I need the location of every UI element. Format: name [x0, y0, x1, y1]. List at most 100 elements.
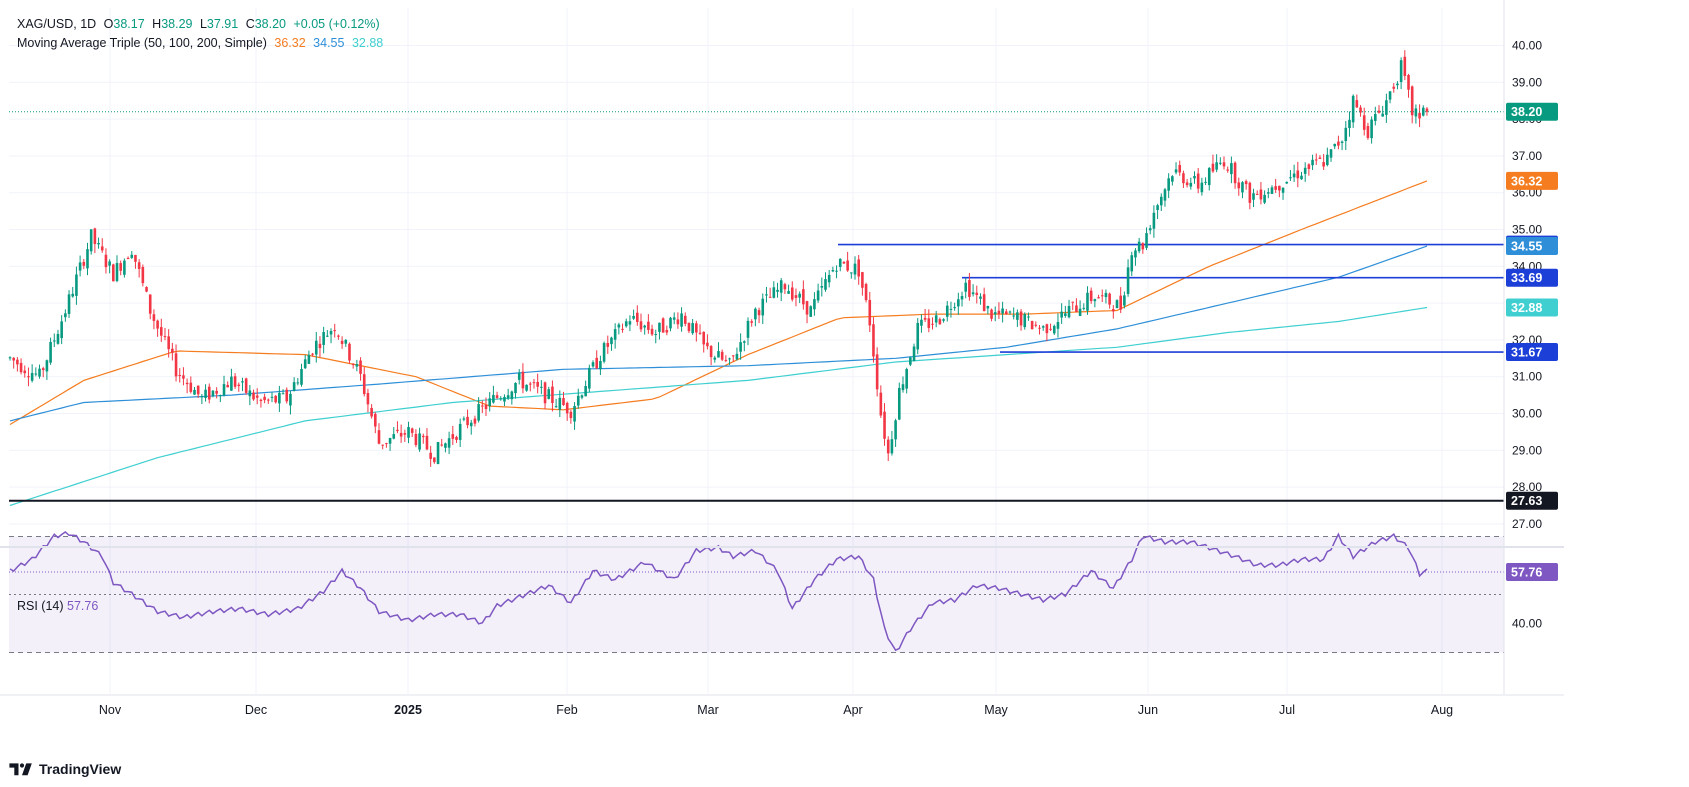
candle[interactable]	[392, 434, 396, 439]
candle[interactable]	[683, 315, 687, 324]
candle[interactable]	[27, 376, 30, 378]
candle[interactable]	[1115, 300, 1119, 309]
candle[interactable]	[469, 422, 473, 427]
candle[interactable]	[868, 300, 872, 326]
candle[interactable]	[134, 254, 137, 262]
candle[interactable]	[514, 382, 517, 394]
candle[interactable]	[481, 405, 484, 407]
candle[interactable]	[698, 332, 702, 334]
candle[interactable]	[779, 280, 783, 293]
candle[interactable]	[137, 262, 141, 269]
candle[interactable]	[536, 381, 539, 387]
candle[interactable]	[1130, 255, 1134, 272]
candle[interactable]	[1418, 112, 1421, 119]
candle[interactable]	[1100, 295, 1104, 297]
candle[interactable]	[444, 443, 447, 448]
candle[interactable]	[425, 435, 429, 450]
candle[interactable]	[576, 395, 580, 406]
candle[interactable]	[100, 246, 104, 251]
candle[interactable]	[421, 435, 425, 438]
candle[interactable]	[890, 439, 894, 454]
candle[interactable]	[1211, 163, 1215, 172]
candle[interactable]	[883, 411, 886, 439]
candle[interactable]	[934, 315, 938, 323]
candle[interactable]	[292, 382, 296, 391]
candle[interactable]	[12, 357, 15, 361]
candle[interactable]	[259, 399, 263, 402]
candle[interactable]	[115, 263, 119, 281]
candle[interactable]	[374, 413, 377, 427]
candle[interactable]	[757, 310, 761, 316]
candle[interactable]	[565, 402, 569, 414]
candle[interactable]	[1167, 178, 1170, 191]
candle[interactable]	[1049, 328, 1052, 330]
candle[interactable]	[1421, 107, 1425, 116]
candle[interactable]	[303, 359, 307, 369]
candle[interactable]	[1204, 181, 1207, 183]
candle[interactable]	[156, 320, 159, 329]
candle[interactable]	[152, 314, 156, 321]
candle[interactable]	[850, 272, 853, 274]
candle[interactable]	[909, 357, 912, 365]
candle[interactable]	[447, 438, 451, 448]
candle[interactable]	[23, 370, 27, 374]
candle[interactable]	[853, 263, 857, 275]
candle[interactable]	[1145, 233, 1148, 248]
candle[interactable]	[488, 398, 491, 406]
candle[interactable]	[724, 359, 728, 361]
candle[interactable]	[713, 357, 717, 360]
candle[interactable]	[916, 322, 920, 350]
candle[interactable]	[1112, 309, 1115, 312]
candle[interactable]	[1012, 315, 1015, 317]
candle[interactable]	[1348, 119, 1351, 129]
candle[interactable]	[643, 325, 646, 328]
candle[interactable]	[1344, 127, 1348, 142]
candle[interactable]	[805, 301, 809, 315]
candle[interactable]	[665, 329, 669, 333]
candle[interactable]	[237, 384, 241, 387]
candle[interactable]	[1219, 162, 1222, 164]
candle[interactable]	[1392, 86, 1396, 89]
candle[interactable]	[816, 290, 820, 301]
candle[interactable]	[244, 378, 248, 393]
candle[interactable]	[912, 346, 916, 361]
candle[interactable]	[1289, 177, 1292, 179]
candle[interactable]	[296, 382, 300, 384]
candle[interactable]	[1355, 100, 1359, 108]
candle[interactable]	[495, 395, 499, 398]
candle[interactable]	[230, 376, 233, 391]
candle[interactable]	[1248, 182, 1252, 203]
candle[interactable]	[772, 287, 776, 298]
candle[interactable]	[1215, 162, 1218, 170]
candle[interactable]	[1388, 91, 1392, 100]
candle[interactable]	[215, 390, 218, 394]
candle[interactable]	[591, 362, 595, 367]
candle[interactable]	[517, 372, 521, 380]
candle[interactable]	[499, 398, 503, 400]
candle[interactable]	[1108, 293, 1111, 305]
candle[interactable]	[200, 396, 204, 398]
candle[interactable]	[639, 321, 643, 330]
candle[interactable]	[964, 282, 968, 292]
candle[interactable]	[226, 384, 230, 388]
candle[interactable]	[551, 386, 554, 403]
candle[interactable]	[93, 228, 97, 244]
candle[interactable]	[1038, 327, 1041, 329]
candle[interactable]	[1414, 108, 1418, 117]
candle[interactable]	[30, 373, 34, 381]
candle[interactable]	[1322, 162, 1325, 167]
candle[interactable]	[359, 360, 362, 374]
candle[interactable]	[233, 376, 237, 387]
candle[interactable]	[510, 391, 514, 400]
candle[interactable]	[1311, 159, 1314, 166]
candle[interactable]	[1407, 75, 1410, 90]
candle[interactable]	[846, 260, 849, 271]
candle[interactable]	[768, 296, 772, 298]
candle[interactable]	[547, 389, 551, 399]
candle[interactable]	[1174, 169, 1178, 173]
candle[interactable]	[776, 289, 779, 292]
candle[interactable]	[433, 457, 436, 463]
candle[interactable]	[1374, 113, 1377, 121]
candle[interactable]	[1359, 107, 1362, 113]
candle[interactable]	[1207, 168, 1211, 186]
